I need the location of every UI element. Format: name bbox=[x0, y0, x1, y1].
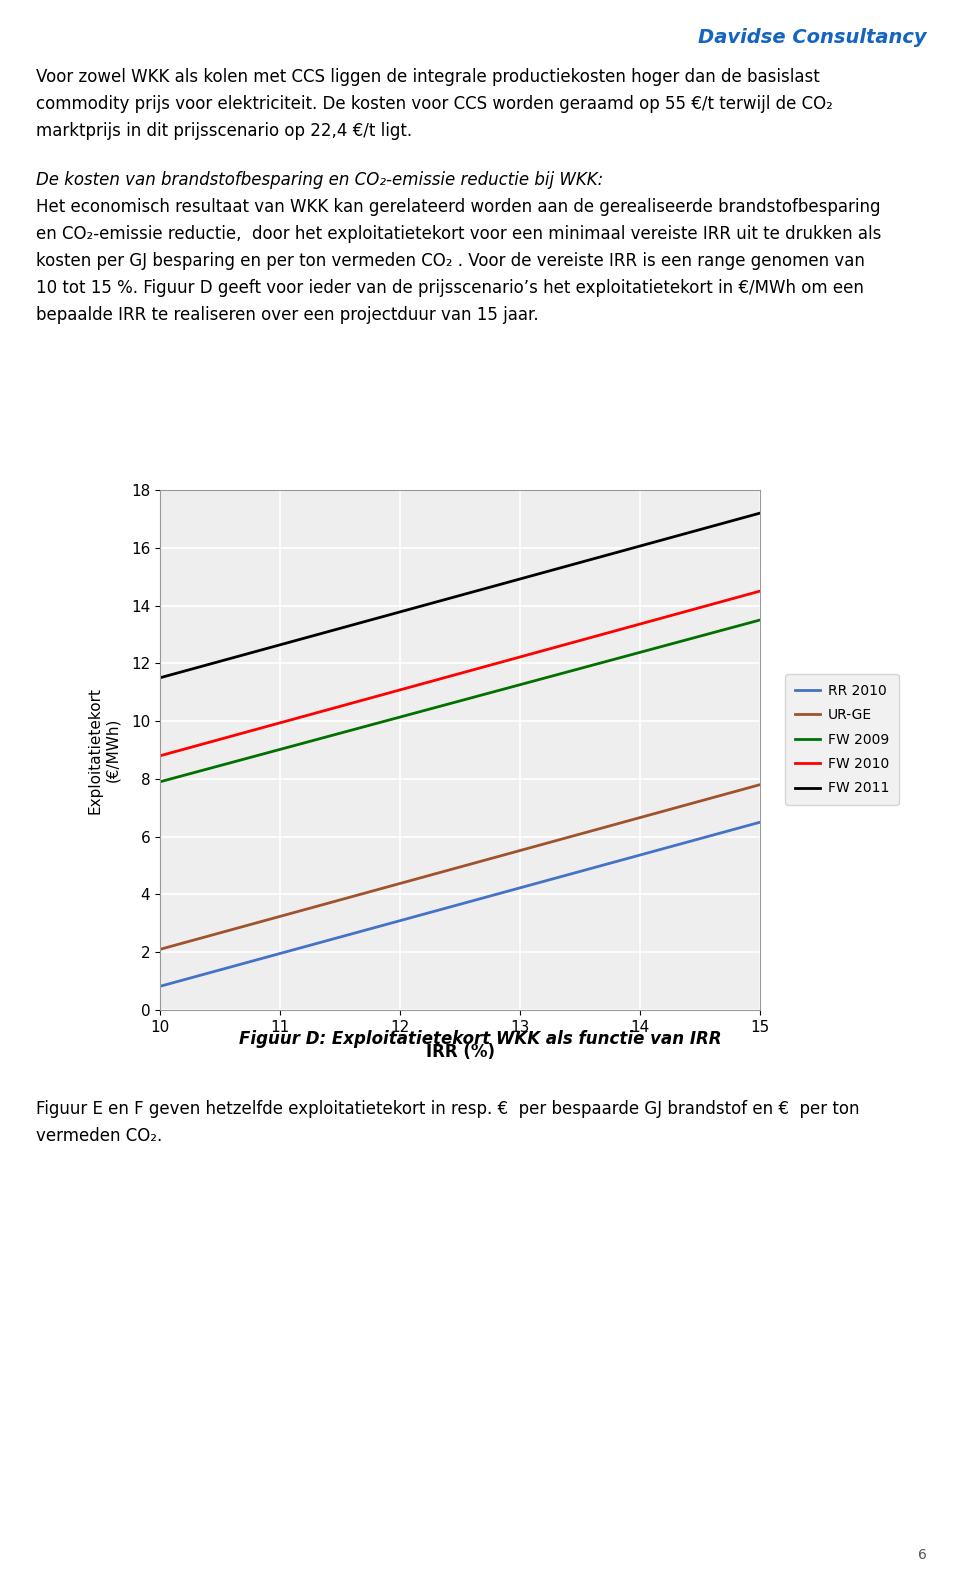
X-axis label: IRR (%): IRR (%) bbox=[425, 1043, 494, 1062]
Text: Figuur E en F geven hetzelfde exploitatietekort in resp. €  per bespaarde GJ bra: Figuur E en F geven hetzelfde exploitati… bbox=[36, 1099, 860, 1118]
Text: bepaalde IRR te realiseren over een projectduur van 15 jaar.: bepaalde IRR te realiseren over een proj… bbox=[36, 305, 540, 324]
Y-axis label: Exploitatietekort
(€/MWh): Exploitatietekort (€/MWh) bbox=[87, 687, 120, 813]
Text: commodity prijs voor elektriciteit. De kosten voor CCS worden geraamd op 55 €/t : commodity prijs voor elektriciteit. De k… bbox=[36, 95, 833, 112]
Text: Figuur D: Exploitatietekort WKK als functie van IRR: Figuur D: Exploitatietekort WKK als func… bbox=[239, 1030, 721, 1047]
Text: marktprijs in dit prijsscenario op 22,4 €/t ligt.: marktprijs in dit prijsscenario op 22,4 … bbox=[36, 122, 413, 139]
Legend: RR 2010, UR-GE, FW 2009, FW 2010, FW 2011: RR 2010, UR-GE, FW 2009, FW 2010, FW 201… bbox=[785, 674, 900, 805]
Text: kosten per GJ besparing en per ton vermeden CO₂ . Voor de vereiste IRR is een ra: kosten per GJ besparing en per ton verme… bbox=[36, 252, 865, 271]
Text: Davidse Consultancy: Davidse Consultancy bbox=[698, 28, 926, 47]
Text: en CO₂-emissie reductie,  door het exploitatietekort voor een minimaal vereiste : en CO₂-emissie reductie, door het exploi… bbox=[36, 225, 882, 244]
Text: vermeden CO₂.: vermeden CO₂. bbox=[36, 1126, 163, 1145]
Text: De kosten van brandstofbesparing en CO₂-emissie reductie bij WKK:: De kosten van brandstofbesparing en CO₂-… bbox=[36, 171, 604, 188]
Text: Het economisch resultaat van WKK kan gerelateerd worden aan de gerealiseerde bra: Het economisch resultaat van WKK kan ger… bbox=[36, 198, 881, 217]
Text: 10 tot 15 %. Figuur D geeft voor ieder van de prijsscenario’s het exploitatietek: 10 tot 15 %. Figuur D geeft voor ieder v… bbox=[36, 278, 864, 297]
Text: Voor zowel WKK als kolen met CCS liggen de integrale productiekosten hoger dan d: Voor zowel WKK als kolen met CCS liggen … bbox=[36, 68, 820, 85]
Text: 6: 6 bbox=[918, 1549, 926, 1561]
